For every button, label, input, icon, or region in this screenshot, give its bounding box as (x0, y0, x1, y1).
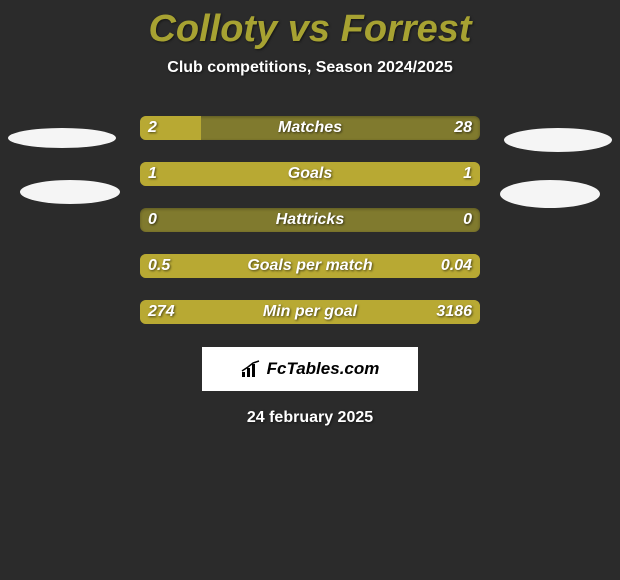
stat-value-left: 0.5 (148, 257, 170, 275)
stat-value-right: 28 (454, 119, 472, 137)
stat-value-left: 0 (148, 211, 157, 229)
date-label: 24 february 2025 (0, 409, 620, 427)
stat-value-right: 0 (463, 211, 472, 229)
stat-row: Hattricks0 0 (0, 197, 620, 243)
stat-value-right: 0.04 (441, 257, 472, 275)
stat-label: Goals per match (140, 257, 480, 275)
chart-icon (241, 360, 263, 378)
stat-row: Goals1 1 (0, 151, 620, 197)
stat-label: Min per goal (140, 303, 480, 321)
credit-box: FcTables.com (202, 347, 418, 391)
stats-container: Matches2 28 Goals1 1 Hattricks0 0 Goals per ma… (0, 105, 620, 335)
stat-label: Goals (140, 165, 480, 183)
stat-value-left: 274 (148, 303, 175, 321)
stat-row: Min per goal274 3186 (0, 289, 620, 335)
stat-row: Matches2 28 (0, 105, 620, 151)
stat-value-right: 3186 (436, 303, 472, 321)
page-title: Colloty vs Forrest (0, 0, 620, 51)
credit-label: FcTables.com (241, 359, 380, 379)
stat-row: Goals per match0.5 0.04 (0, 243, 620, 289)
stat-label: Matches (140, 119, 480, 137)
stat-value-right: 1 (463, 165, 472, 183)
page-subtitle: Club competitions, Season 2024/2025 (0, 59, 620, 77)
stat-value-left: 1 (148, 165, 157, 183)
stat-value-left: 2 (148, 119, 157, 137)
credit-text: FcTables.com (267, 359, 380, 379)
stat-label: Hattricks (140, 211, 480, 229)
